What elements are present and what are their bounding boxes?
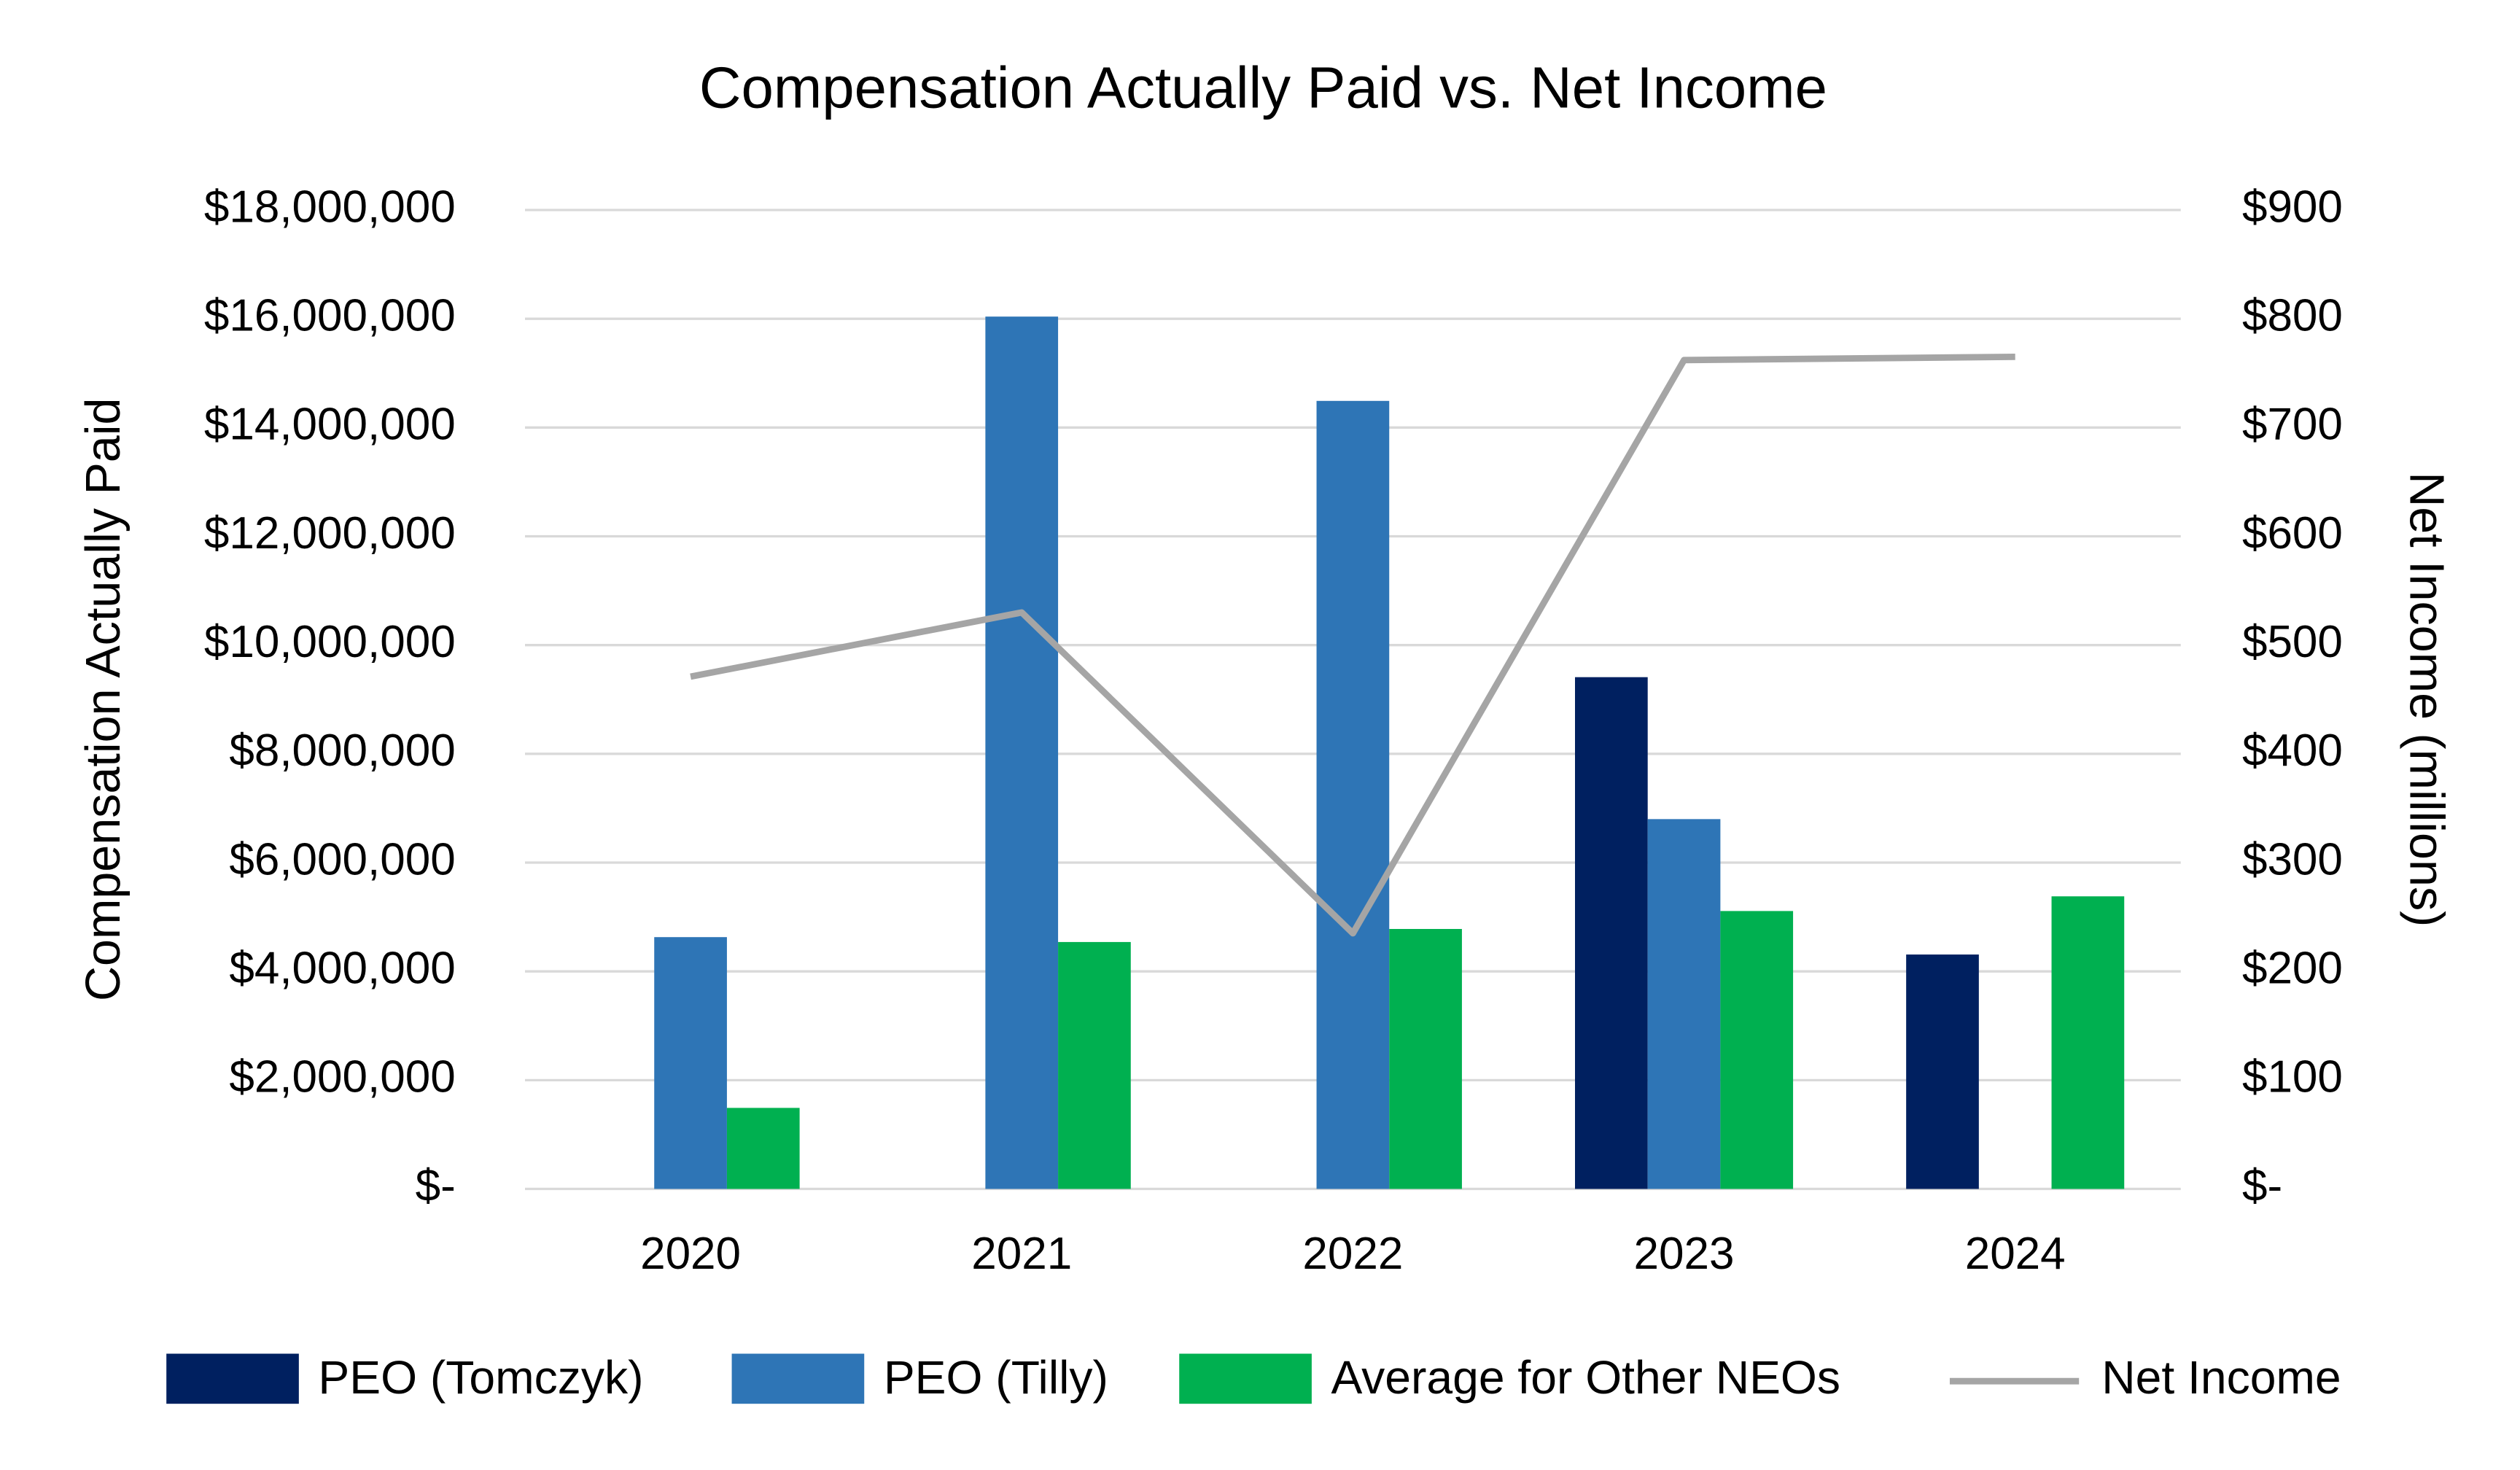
y2-tick-label: $400 [2242, 726, 2343, 776]
y-axis-label: Compensation Actually Paid [77, 398, 131, 1001]
y-tick-label: $6,000,000 [229, 834, 455, 884]
legend-swatch [1179, 1353, 1312, 1404]
legend-swatch [166, 1353, 299, 1404]
bar [1575, 677, 1648, 1189]
x-tick-label: 2020 [640, 1229, 741, 1279]
y2-axis-label: Net Income (millions) [2400, 472, 2454, 927]
bar [1906, 954, 1979, 1189]
y2-tick-label: $- [2242, 1161, 2282, 1211]
x-tick-label: 2021 [971, 1229, 1072, 1279]
y-tick-label: $18,000,000 [204, 182, 456, 232]
y2-tick-label: $300 [2242, 834, 2343, 884]
legend-swatch [731, 1353, 865, 1404]
bar [654, 937, 727, 1189]
x-tick-label: 2024 [1965, 1229, 2066, 1279]
bar [1058, 941, 1131, 1189]
y-tick-label: $8,000,000 [229, 726, 455, 776]
legend-label: Net Income [2101, 1351, 2341, 1404]
bar [2051, 896, 2125, 1189]
x-tick-label: 2022 [1302, 1229, 1403, 1279]
bar [1647, 819, 1721, 1189]
legend-label: PEO (Tilly) [884, 1351, 1108, 1404]
legend-label: Average for Other NEOs [1331, 1351, 1840, 1404]
y2-tick-label: $700 [2242, 400, 2343, 450]
bar [1720, 911, 1794, 1189]
bar [985, 316, 1059, 1189]
y-tick-label: $16,000,000 [204, 291, 456, 341]
y2-tick-label: $600 [2242, 508, 2343, 559]
legend-label: PEO (Tomczyk) [318, 1351, 643, 1404]
y-tick-label: $10,000,000 [204, 617, 456, 667]
y-tick-label: $- [416, 1161, 456, 1211]
y2-tick-label: $900 [2242, 182, 2343, 232]
bar [1389, 929, 1462, 1189]
x-tick-label: 2023 [1634, 1229, 1735, 1279]
y-tick-label: $14,000,000 [204, 400, 456, 450]
y2-tick-label: $200 [2242, 944, 2343, 994]
y2-tick-label: $100 [2242, 1052, 2343, 1102]
y-tick-label: $4,000,000 [229, 944, 455, 994]
y2-tick-label: $800 [2242, 291, 2343, 341]
y2-tick-label: $500 [2242, 617, 2343, 667]
y-tick-label: $12,000,000 [204, 508, 456, 559]
line [690, 353, 2015, 937]
bar [1316, 400, 1390, 1189]
bar [726, 1108, 800, 1189]
y-tick-label: $2,000,000 [229, 1052, 455, 1102]
chart-title: Compensation Actually Paid vs. Net Incom… [699, 55, 1827, 120]
